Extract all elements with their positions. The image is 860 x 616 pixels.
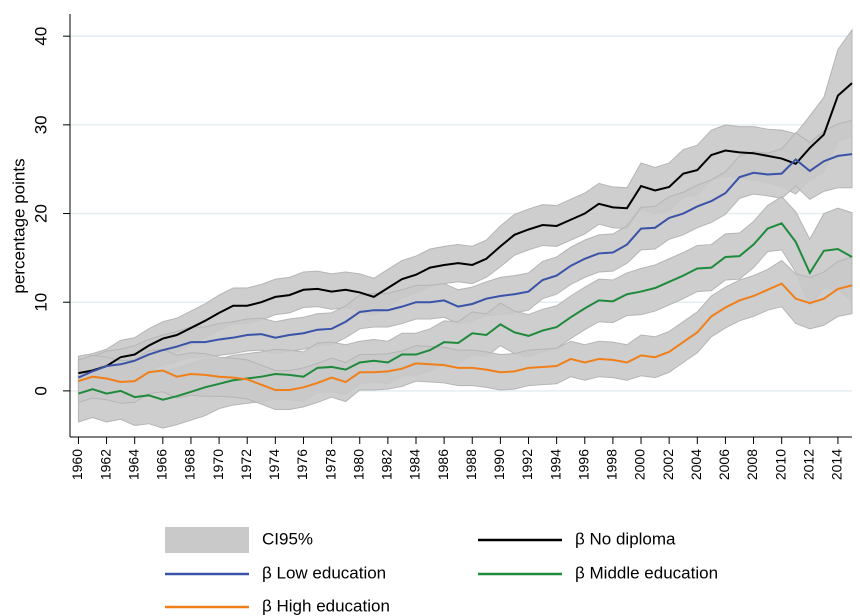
x-tick-label: 1978	[322, 449, 338, 480]
legend-ci-swatch	[165, 527, 249, 553]
x-tick-label: 2006	[716, 449, 732, 480]
x-tick-label: 1990	[491, 449, 507, 480]
x-tick-label: 2014	[829, 449, 845, 480]
series-line	[78, 222, 853, 401]
series-line	[78, 153, 853, 379]
x-tick-label: 2012	[801, 449, 817, 480]
y-axis-label: percentage points	[9, 158, 28, 293]
legend-label: β Low education	[262, 563, 386, 582]
legend-label: β High education	[262, 596, 390, 615]
x-tick-label: 2010	[772, 449, 788, 480]
x-tick-label: 1986	[435, 449, 451, 480]
x-tick-label: 1970	[210, 449, 226, 480]
x-tick-label: 2008	[744, 449, 760, 480]
x-tick-label: 1964	[125, 449, 141, 480]
x-tick-label: 1984	[407, 449, 423, 480]
x-tick-label: 1992	[519, 449, 535, 480]
legend-label: β No diploma	[575, 529, 676, 548]
x-tick-label: 1972	[238, 449, 254, 480]
y-tick-label: 40	[31, 27, 50, 46]
x-tick-label: 1966	[154, 449, 170, 480]
x-tick-label: 1974	[266, 449, 282, 480]
x-tick-label: 2002	[660, 449, 676, 480]
y-tick-label: 0	[31, 386, 50, 395]
x-tick-label: 1976	[294, 449, 310, 480]
x-tick-label: 1980	[350, 449, 366, 480]
series-line	[78, 82, 853, 375]
series-line	[78, 282, 853, 391]
ci-band	[77, 256, 853, 411]
legend-label: CI95%	[262, 529, 313, 548]
y-tick-label: 30	[31, 115, 50, 134]
x-tick-label: 1988	[463, 449, 479, 480]
x-tick-label: 1962	[97, 449, 113, 480]
y-tick-label: 10	[31, 293, 50, 312]
x-tick-label: 1998	[604, 449, 620, 480]
y-tick-label: 20	[31, 204, 50, 223]
x-tick-label: 2000	[632, 449, 648, 480]
x-tick-label: 2004	[688, 449, 704, 480]
x-tick-label: 1982	[379, 449, 395, 480]
legend-label: β Middle education	[575, 563, 718, 582]
x-tick-label: 1968	[182, 449, 198, 480]
x-tick-label: 1960	[69, 449, 85, 480]
x-tick-label: 1996	[575, 449, 591, 480]
x-tick-label: 1994	[547, 449, 563, 480]
